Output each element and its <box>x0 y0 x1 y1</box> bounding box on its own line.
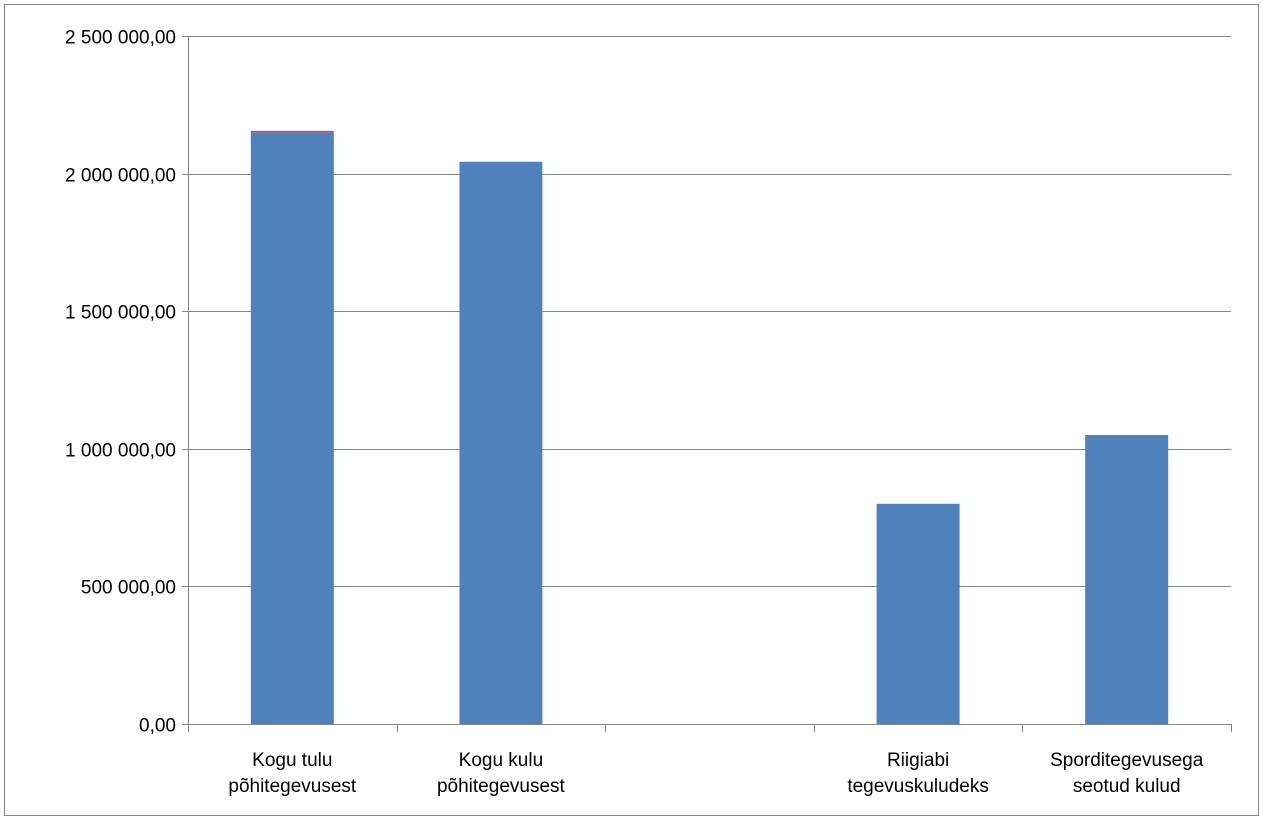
bar <box>250 132 334 724</box>
y-tick-label: 1 500 000,00 <box>65 303 176 324</box>
bar <box>1085 435 1169 724</box>
bars <box>250 130 1169 724</box>
axes <box>182 36 1232 732</box>
y-tick-label: 500 000,00 <box>81 578 176 599</box>
y-tick-label: 1 000 000,00 <box>65 441 176 462</box>
y-tick-label: 2 500 000,00 <box>65 28 176 49</box>
bar-top-accent <box>250 130 334 133</box>
chart-frame <box>4 4 1259 816</box>
gridlines <box>188 36 1231 587</box>
bar <box>459 161 543 724</box>
y-tick-label: 0,00 <box>139 716 176 737</box>
x-tick-label: põhitegevusest <box>228 776 357 797</box>
x-tick-label: põhitegevusest <box>437 776 566 797</box>
y-tick-label: 2 000 000,00 <box>65 166 176 187</box>
x-tick-label: Riigiabi <box>887 750 949 771</box>
x-tick-label: Kogu kulu <box>459 750 544 771</box>
x-tick-label: Kogu tulu <box>252 750 332 771</box>
y-tick-labels: 0,00 500 000,00 1 000 000,00 1 500 000,00 2 … <box>65 28 176 737</box>
x-tick-labels: Kogu tulu põhitegevusest Kogu kulu põhitege… <box>228 750 1203 797</box>
x-tick-label: Sporditegevusega <box>1050 750 1204 771</box>
bar <box>876 503 960 724</box>
x-tick-label: tegevuskuludeks <box>847 776 989 797</box>
x-tick-label: seotud kulud <box>1073 776 1181 797</box>
